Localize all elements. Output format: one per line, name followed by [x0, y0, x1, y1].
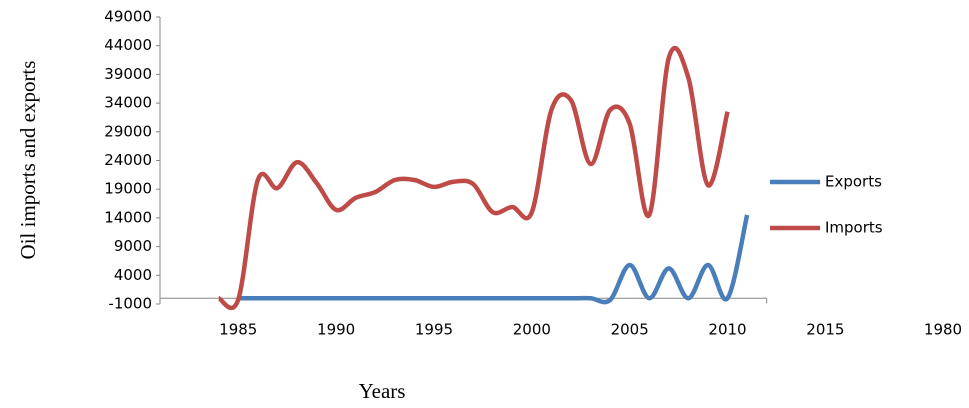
x-tick-label: 1995 [415, 321, 453, 339]
y-axis-title: Oil imports and exports [16, 61, 40, 260]
series-line [238, 215, 747, 302]
y-tick-label: 49000 [104, 8, 152, 26]
x-axis-title: Years [359, 379, 406, 403]
x-tick-label: 1990 [317, 321, 355, 339]
x-tick-label: 2000 [513, 321, 551, 339]
stray-x-label: 1980 [924, 321, 962, 339]
y-tick-label: 24000 [104, 151, 152, 169]
y-tick-label: 4000 [114, 266, 152, 284]
x-tick-label: 2010 [708, 321, 746, 339]
y-tick-label: 9000 [114, 237, 152, 255]
chart: Oil imports and exports Years 1980 -1000… [0, 0, 969, 408]
y-tick-label: 14000 [104, 208, 152, 226]
x-tick-label: 2015 [806, 321, 844, 339]
y-tick-label: 34000 [104, 94, 152, 112]
x-tick-label: 2005 [611, 321, 649, 339]
series-line [219, 48, 728, 308]
y-tick-label: 44000 [104, 36, 152, 54]
y-tick-label: -1000 [108, 295, 152, 313]
x-tick-label: 1985 [219, 321, 257, 339]
y-tick-label: 29000 [104, 122, 152, 140]
y-tick-label: 39000 [104, 65, 152, 83]
legend-label: Exports [825, 173, 882, 191]
y-tick-label: 19000 [104, 180, 152, 198]
legend-label: Imports [825, 219, 883, 237]
